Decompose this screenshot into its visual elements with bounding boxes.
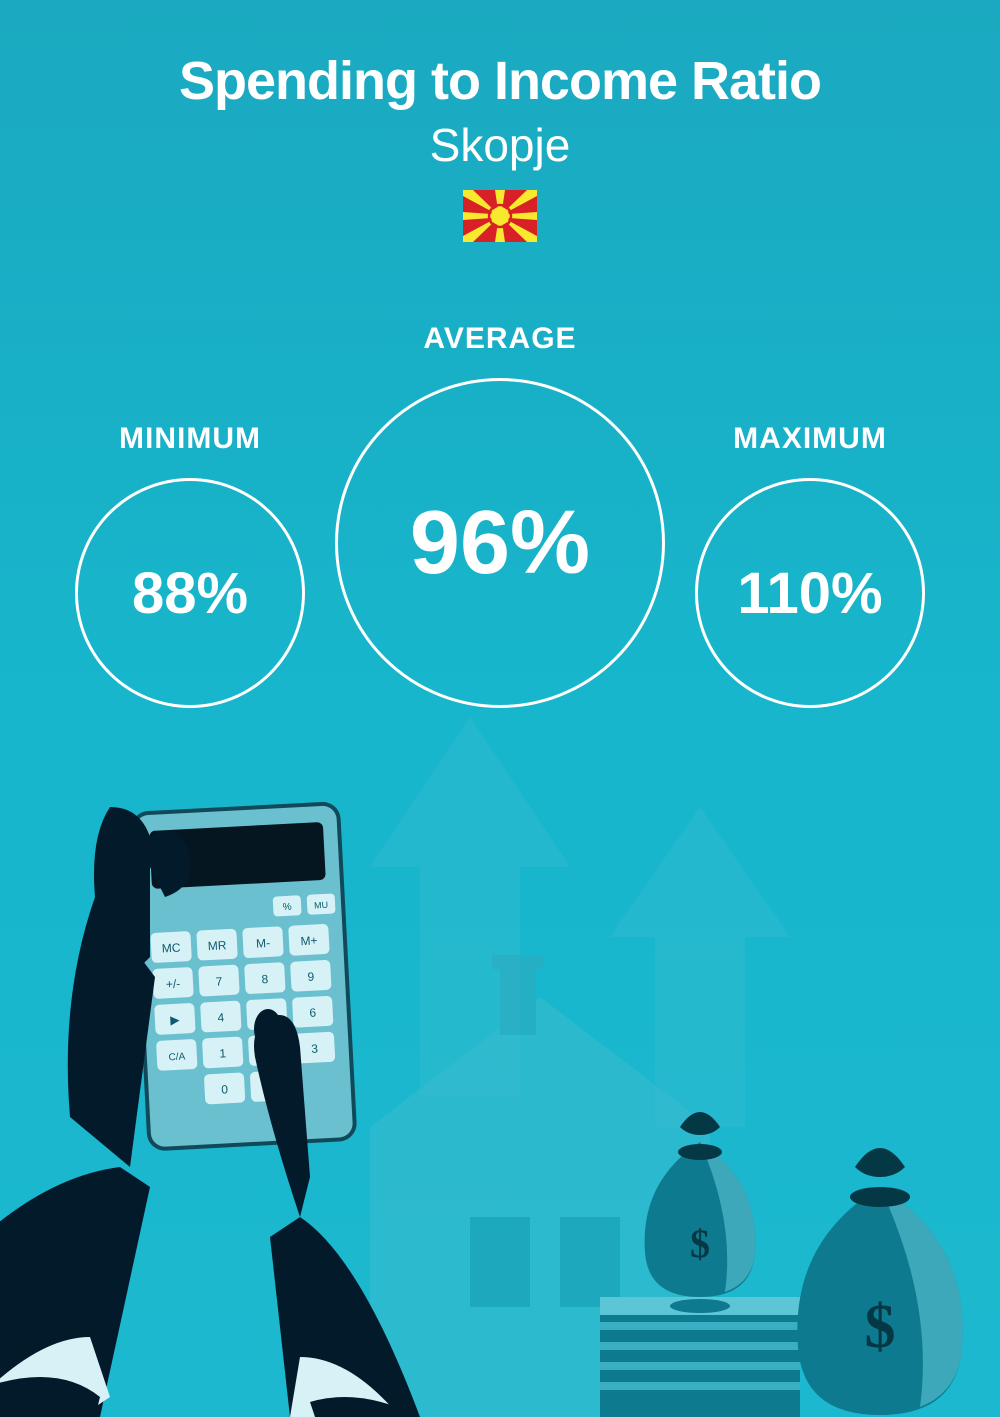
svg-text:7: 7 <box>215 974 223 988</box>
svg-text:MR: MR <box>207 938 227 953</box>
header: Spending to Income Ratio Skopje <box>0 0 1000 242</box>
svg-text:9: 9 <box>307 970 315 984</box>
svg-text:MC: MC <box>161 941 181 956</box>
stat-value-maximum: 110% <box>737 560 882 627</box>
page-title: Spending to Income Ratio <box>0 50 1000 112</box>
page-subtitle: Skopje <box>0 118 1000 172</box>
svg-text:C/A: C/A <box>168 1051 186 1063</box>
stat-minimum: MINIMUM 88% <box>75 422 305 708</box>
svg-text:4: 4 <box>217 1010 225 1024</box>
svg-text:▶: ▶ <box>170 1013 181 1028</box>
north-macedonia-flag-icon <box>463 190 537 242</box>
svg-text:$: $ <box>690 1221 710 1266</box>
svg-text:6: 6 <box>309 1006 317 1020</box>
cash-stack-icon <box>600 1297 800 1417</box>
svg-text:0: 0 <box>221 1082 229 1096</box>
stat-label-minimum: MINIMUM <box>119 422 261 456</box>
svg-text:M-: M- <box>256 936 271 951</box>
stat-circle-minimum: 88% <box>75 478 305 708</box>
svg-text:M+: M+ <box>300 933 318 948</box>
stats-row: MINIMUM 88% AVERAGE 96% MAXIMUM 110% <box>0 322 1000 708</box>
svg-text:%: % <box>282 902 292 913</box>
stat-average: AVERAGE 96% <box>335 322 665 708</box>
stat-value-minimum: 88% <box>132 560 248 627</box>
stat-label-maximum: MAXIMUM <box>733 422 887 456</box>
hands-calculator-icon: % MU MC MR M- M+ +/- 7 8 9 ▶ 4 5 6 <box>0 801 420 1417</box>
stat-circle-average: 96% <box>335 378 665 708</box>
stat-label-average: AVERAGE <box>423 322 576 356</box>
svg-text:MU: MU <box>314 900 329 911</box>
money-bag-icon: $ <box>797 1148 962 1415</box>
svg-text:8: 8 <box>261 972 269 986</box>
stat-maximum: MAXIMUM 110% <box>695 422 925 708</box>
svg-text:$: $ <box>865 1293 896 1361</box>
svg-text:+/-: +/- <box>166 977 181 992</box>
stat-circle-maximum: 110% <box>695 478 925 708</box>
svg-text:1: 1 <box>219 1046 227 1060</box>
stat-value-average: 96% <box>410 492 590 595</box>
svg-text:3: 3 <box>311 1041 319 1055</box>
finance-illustration: $ $ % MU MC <box>0 697 1000 1417</box>
